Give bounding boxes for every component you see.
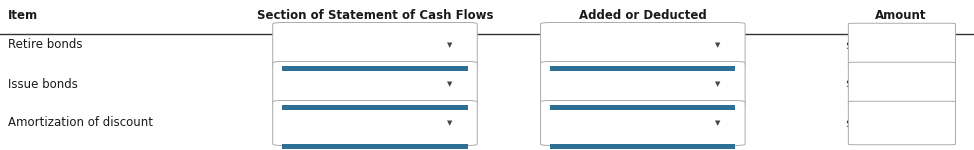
Bar [282, 105, 468, 110]
Text: $: $ [845, 118, 852, 128]
Text: ▼: ▼ [715, 42, 721, 48]
Bar [282, 66, 468, 71]
FancyBboxPatch shape [541, 22, 745, 68]
FancyBboxPatch shape [541, 100, 745, 146]
FancyBboxPatch shape [273, 100, 477, 146]
Bar [282, 144, 468, 149]
Text: ▼: ▼ [447, 81, 453, 87]
Text: ▼: ▼ [447, 120, 453, 126]
FancyBboxPatch shape [848, 62, 955, 106]
Text: Issue bonds: Issue bonds [8, 78, 78, 90]
Text: ▼: ▼ [715, 120, 721, 126]
Text: Amortization of discount: Amortization of discount [8, 117, 153, 129]
Bar [550, 105, 735, 110]
FancyBboxPatch shape [541, 61, 745, 106]
Text: $: $ [845, 40, 852, 50]
Text: Added or Deducted: Added or Deducted [579, 9, 707, 22]
Text: ▼: ▼ [715, 81, 721, 87]
Text: $: $ [845, 79, 852, 89]
FancyBboxPatch shape [273, 22, 477, 68]
Bar [550, 66, 735, 71]
Text: Retire bonds: Retire bonds [8, 39, 82, 51]
Text: Section of Statement of Cash Flows: Section of Statement of Cash Flows [257, 9, 493, 22]
FancyBboxPatch shape [273, 61, 477, 106]
Text: Item: Item [8, 9, 38, 22]
FancyBboxPatch shape [848, 23, 955, 67]
Text: ▼: ▼ [447, 42, 453, 48]
Text: Amount: Amount [876, 9, 926, 22]
FancyBboxPatch shape [848, 101, 955, 145]
Bar [550, 144, 735, 149]
